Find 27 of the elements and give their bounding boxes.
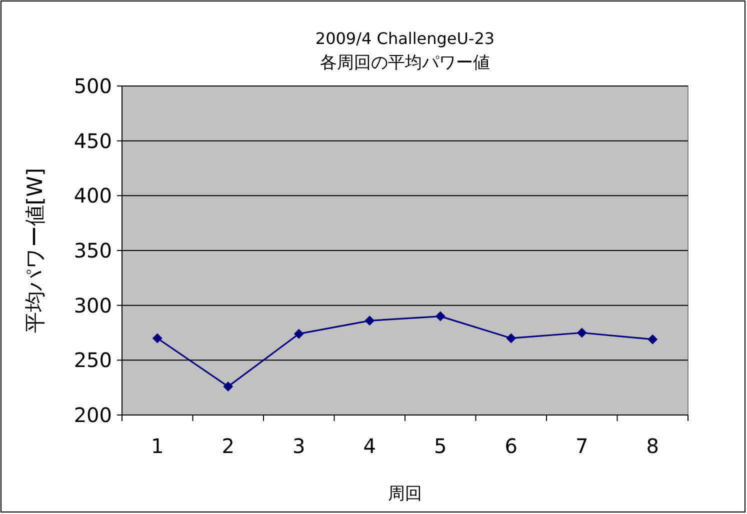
x-axis-title: 周回 — [388, 484, 422, 504]
point — [576, 328, 587, 338]
x-tick-label: 8 — [646, 434, 659, 458]
x-tick-label: 5 — [434, 434, 447, 458]
y-tick-label: 250 — [74, 348, 112, 372]
chart-subtitle: 各周回の平均パワー値 — [320, 53, 490, 73]
point — [435, 311, 446, 322]
y-tick-label: 500 — [74, 74, 112, 98]
y-axis-title: 平均パワー値[W] — [23, 168, 47, 334]
y-tick-label: 200 — [74, 403, 112, 427]
y-tick-label: 400 — [74, 184, 112, 208]
point — [506, 333, 516, 344]
y-tick-label: 300 — [74, 293, 112, 318]
x-tick-label: 3 — [292, 434, 306, 458]
point — [648, 334, 658, 344]
x-tick-label: 7 — [576, 434, 588, 458]
x-tick-label: 1 — [151, 434, 164, 458]
point — [294, 328, 304, 339]
point — [364, 316, 375, 326]
x-tick-label: 6 — [504, 434, 518, 458]
y-tick-label: 350 — [74, 238, 112, 262]
point — [223, 381, 234, 392]
point — [152, 333, 162, 344]
x-tick-label: 4 — [363, 434, 376, 458]
x-tick-label: 2 — [222, 434, 234, 458]
y-tick-label: 450 — [74, 128, 112, 153]
chart-title: 2009/4 ChallengeU-23 — [315, 29, 495, 48]
